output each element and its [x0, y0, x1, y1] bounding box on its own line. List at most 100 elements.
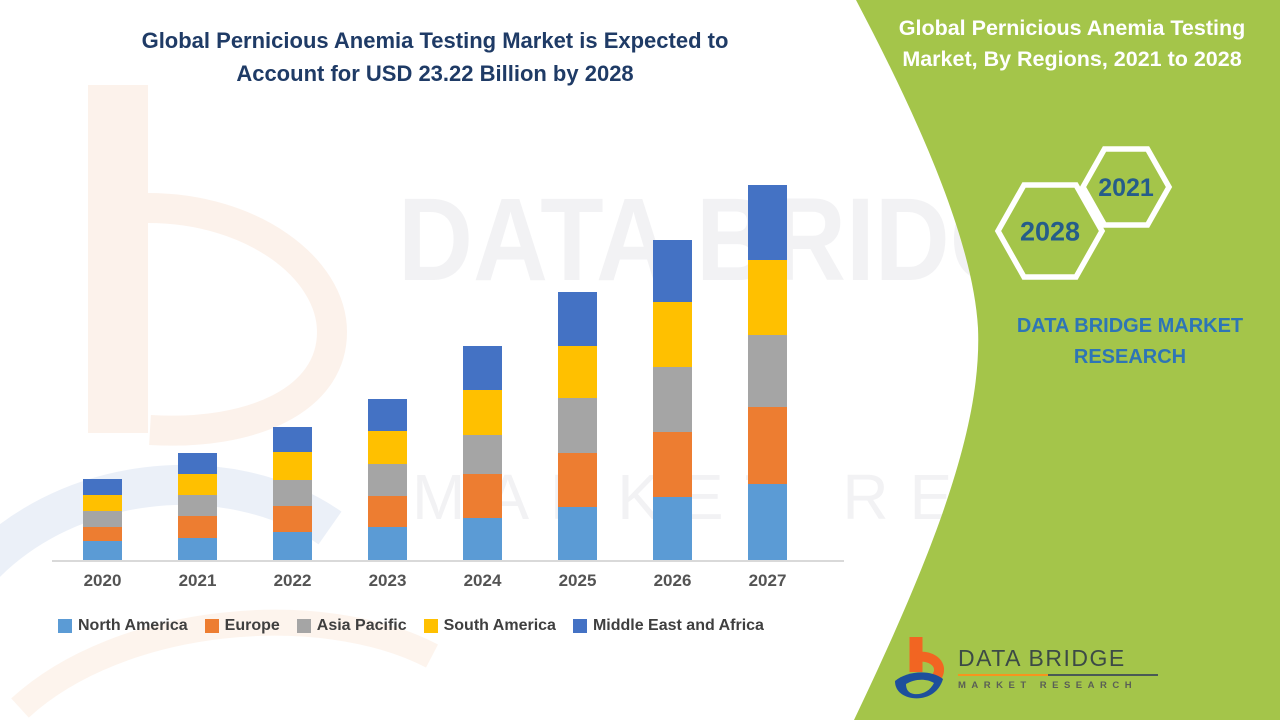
- bar-segment-europe: [83, 527, 122, 541]
- hexagon-2028-outline: [994, 182, 1106, 280]
- legend-label-middle-east-and-africa: Middle East and Africa: [592, 617, 764, 634]
- bar-column-2024: [435, 346, 530, 560]
- side-panel-brand-text: DATA BRIDGE MARKET RESEARCH: [985, 311, 1275, 373]
- hexagon-2021-label: 2021: [1098, 174, 1154, 202]
- side-heading-line2: Market, By Regions, 2021 to 2028: [902, 47, 1242, 71]
- stacked-bar-2020: [83, 479, 122, 560]
- dbmr-logo-text: DATA BRIDGE MARKET RESEARCH: [958, 645, 1158, 691]
- bars-row: [55, 170, 815, 560]
- year-label-2026: 2026: [653, 571, 692, 590]
- dbmr-footer-logo: DATA BRIDGE MARKET RESEARCH: [890, 634, 1158, 702]
- bar-segment-middle-east-and-africa: [273, 427, 312, 452]
- green-panel-shape: [854, 0, 1280, 720]
- bar-column-2027: [720, 185, 815, 560]
- bar-segment-south-america: [178, 474, 217, 495]
- bar-column-2021: [150, 453, 245, 560]
- bar-segment-asia-pacific: [558, 398, 597, 453]
- chart-title-line1: Global Pernicious Anemia Testing Market …: [141, 28, 729, 53]
- legend-item-north-america: North America: [58, 617, 188, 635]
- bar-segment-middle-east-and-africa: [558, 292, 597, 346]
- bar-segment-north-america: [653, 497, 692, 560]
- bar-segment-europe: [748, 407, 787, 484]
- legend-swatch-europe: [204, 619, 219, 633]
- bar-segment-south-america: [273, 452, 312, 480]
- stacked-bar-2026: [653, 240, 692, 560]
- legend: North America Europe Asia Pacific South Ame…: [58, 617, 764, 635]
- watermark-swoosh-peach: [11, 609, 438, 718]
- hexagon-2028-label: 2028: [1020, 217, 1080, 247]
- bar-segment-europe: [558, 453, 597, 507]
- legend-swatch-asia-pacific: [296, 619, 311, 633]
- bar-segment-south-america: [748, 260, 787, 335]
- stacked-bar-2023: [368, 399, 407, 560]
- dbmr-logo-name: DATA BRIDGE: [958, 645, 1126, 671]
- bar-segment-europe: [178, 516, 217, 538]
- bar-segment-south-america: [463, 390, 502, 435]
- hexagon-2021-outline: [1079, 146, 1173, 228]
- bar-segment-south-america: [653, 302, 692, 367]
- side-brand-line2: RESEARCH: [1073, 346, 1187, 368]
- bar-segment-asia-pacific: [273, 480, 312, 506]
- stacked-bar-2021: [178, 453, 217, 560]
- year-label-2025: 2025: [558, 571, 597, 590]
- bar-column-2023: [340, 399, 435, 560]
- bar-segment-middle-east-and-africa: [368, 399, 407, 431]
- bar-segment-north-america: [748, 484, 787, 560]
- dbmr-logo-icon: [895, 637, 944, 699]
- legend-label-europe: Europe: [224, 617, 280, 634]
- bar-segment-europe: [653, 432, 692, 497]
- bar-segment-south-america: [368, 431, 407, 464]
- bar-column-2025: [530, 292, 625, 560]
- legend-item-south-america: South America: [423, 617, 556, 635]
- bar-segment-north-america: [273, 532, 312, 560]
- bar-segment-asia-pacific: [653, 367, 692, 432]
- bar-segment-middle-east-and-africa: [178, 453, 217, 474]
- year-label-2022: 2022: [273, 571, 312, 590]
- year-label-2023: 2023: [368, 571, 407, 590]
- stacked-bar-2022: [273, 427, 312, 560]
- year-label-2020: 2020: [83, 571, 122, 590]
- year-label-2027: 2027: [748, 571, 787, 590]
- bar-segment-middle-east-and-africa: [83, 479, 122, 495]
- logo-d-swoosh-hole: [906, 679, 934, 695]
- side-brand-line1: DATA BRIDGE MARKET: [1016, 315, 1244, 337]
- dbmr-logo-subtitle: MARKET RESEARCH: [958, 680, 1138, 691]
- bar-segment-europe: [463, 474, 502, 518]
- bar-column-2022: [245, 427, 340, 560]
- stacked-bar-2024: [463, 346, 502, 560]
- bar-segment-north-america: [558, 507, 597, 560]
- bar-segment-middle-east-and-africa: [748, 185, 787, 260]
- bar-segment-north-america: [83, 541, 122, 560]
- bar-segment-asia-pacific: [463, 435, 502, 474]
- bar-column-2026: [625, 240, 720, 560]
- stacked-bar-2025: [558, 292, 597, 560]
- year-label-2024: 2024: [463, 571, 502, 590]
- bar-segment-north-america: [368, 527, 407, 560]
- bar-segment-asia-pacific: [748, 335, 787, 407]
- bar-column-2020: [55, 479, 150, 560]
- watermark-b-stem: [88, 85, 148, 433]
- bar-segment-middle-east-and-africa: [653, 240, 692, 302]
- legend-item-middle-east-and-africa: Middle East and Africa: [572, 617, 764, 635]
- years-row: 2020 2021 2022 2023 2024 2025 2026 2027: [55, 571, 815, 591]
- bar-segment-north-america: [178, 538, 217, 560]
- legend-item-europe: Europe: [204, 617, 280, 635]
- side-panel-heading: Global Pernicious Anemia Testing Market,…: [872, 13, 1272, 75]
- bar-segment-south-america: [83, 495, 122, 511]
- bar-segment-asia-pacific: [178, 495, 217, 516]
- legend-label-north-america: North America: [78, 617, 188, 634]
- legend-swatch-south-america: [423, 619, 438, 633]
- watermark-b-bowl: [147, 193, 348, 446]
- bar-segment-europe: [368, 496, 407, 527]
- bar-segment-asia-pacific: [368, 464, 407, 496]
- legend-label-asia-pacific: Asia Pacific: [316, 617, 407, 634]
- bar-segment-middle-east-and-africa: [463, 346, 502, 390]
- legend-item-asia-pacific: Asia Pacific: [296, 617, 407, 635]
- chart-title: Global Pernicious Anemia Testing Market …: [85, 24, 785, 90]
- stacked-bar-2027: [748, 185, 787, 560]
- dbmr-logo-underline: [958, 674, 1158, 676]
- bar-segment-europe: [273, 506, 312, 532]
- legend-swatch-north-america: [58, 619, 72, 633]
